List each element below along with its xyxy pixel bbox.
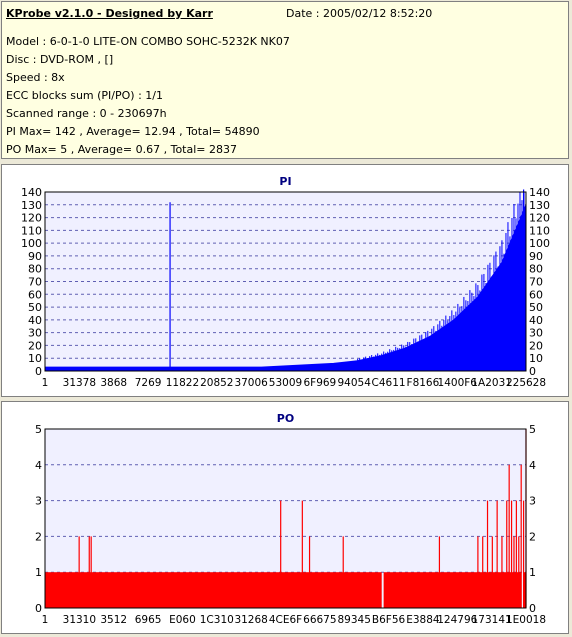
po-ytick-left: 2 — [35, 530, 42, 543]
po-baseline-segment — [45, 572, 382, 608]
pi-ytick-right: 60 — [529, 288, 543, 301]
pi-xtick-label: 1 — [42, 377, 49, 389]
po-baseline-segment — [383, 572, 522, 608]
po-ytick-left: 0 — [35, 602, 42, 615]
pi-xtick-label: 94054 — [338, 377, 372, 389]
pi-ytick-right: 120 — [529, 212, 550, 225]
po-xtick-label: 31268 — [234, 614, 267, 626]
pi-ytick-left: 40 — [28, 314, 42, 327]
pi-ytick-left: 10 — [28, 352, 42, 365]
po-xtick-label: 173141 — [472, 614, 512, 626]
pi-ytick-left: 30 — [28, 327, 42, 340]
po-xtick-label: 1C310 — [200, 614, 234, 626]
pi-ytick-left: 0 — [35, 365, 42, 378]
pi-xtick-label: C4611 — [372, 377, 406, 389]
drive-model: Model : 6-0-1-0 LITE-ON COMBO SOHC-5232K… — [6, 35, 290, 48]
po-plot-border — [44, 428, 527, 609]
info-panel: KProbe v2.1.0 - Designed by Karr Date : … — [1, 1, 569, 159]
pi-ytick-right: 50 — [529, 301, 543, 314]
disc-type: Disc : DVD-ROM , [] — [6, 53, 114, 66]
po-xtick-label: 31310 — [63, 614, 96, 626]
pi-ytick-left: 60 — [28, 288, 42, 301]
po-ytick-left: 3 — [35, 495, 42, 508]
scanned-range: Scanned range : 0 - 230697h — [6, 107, 167, 120]
pi-ytick-right: 130 — [529, 199, 550, 212]
pi-ytick-right: 70 — [529, 276, 543, 289]
scan-date: Date : 2005/02/12 8:52:20 — [286, 7, 433, 20]
po-chart-title: PO — [277, 412, 294, 425]
po-ytick-left: 4 — [35, 459, 42, 472]
pi-ytick-left: 20 — [28, 339, 42, 352]
pi-ytick-right: 140 — [529, 186, 550, 199]
pi-xtick-label: 1400F6 — [438, 377, 478, 389]
po-chart-panel: PO 0 0 1 1 2 2 3 3 4 4 5 5 1 31310 3512 6965 E060 1C310 312… — [1, 401, 569, 634]
pi-stats: PI Max= 142 , Average= 12.94 , Total= 54… — [6, 125, 260, 138]
po-ytick-right: 1 — [529, 566, 536, 579]
po-xtick-label: E060 — [169, 614, 196, 626]
pi-ytick-right: 20 — [529, 339, 543, 352]
pi-plot-border — [44, 191, 527, 372]
po-xtick-label: B6F56 — [372, 614, 406, 626]
ecc-blocks: ECC blocks sum (PI/PO) : 1/1 — [6, 89, 163, 102]
pi-xtick-label: 7269 — [135, 377, 162, 389]
pi-xtick-label: 31378 — [63, 377, 96, 389]
po-ytick-right: 4 — [529, 459, 536, 472]
po-xtick-label: 3512 — [100, 614, 127, 626]
pi-ytick-left: 80 — [28, 263, 42, 276]
po-xtick-label: 4CE6F — [269, 614, 302, 626]
pi-xtick-label: 37006 — [234, 377, 268, 389]
pi-xtick-label: 225628 — [506, 377, 546, 389]
pi-xtick-label: 53009 — [269, 377, 302, 389]
po-ytick-right: 2 — [529, 530, 536, 543]
pi-ytick-left: 130 — [21, 199, 42, 212]
pi-ytick-right: 100 — [529, 237, 550, 250]
pi-chart-panel: PI 0 0 10 10 20 20 30 30 40 40 50 50 60 60 70 70 80 80 90 90… — [1, 164, 569, 397]
po-stats: PO Max= 5 , Average= 0.67 , Total= 2837 — [6, 143, 237, 156]
pi-ytick-left: 140 — [21, 186, 42, 199]
pi-ytick-right: 10 — [529, 352, 543, 365]
pi-xtick-label: 20852 — [200, 377, 233, 389]
po-baseline-segment — [523, 572, 526, 608]
pi-xtick-label: 1A2031 — [471, 377, 512, 389]
pi-chart-title: PI — [279, 175, 291, 188]
po-ytick-left: 5 — [35, 423, 42, 436]
pi-ytick-left: 120 — [21, 212, 42, 225]
po-xtick-label: E3884 — [406, 614, 440, 626]
po-chart: PO0 01 12 23 34 45 51 31310 3512 6965 E060 1C310 312… — [35, 412, 546, 626]
pi-ytick-left: 110 — [21, 224, 42, 237]
po-xtick-label: 1E0018 — [506, 614, 546, 626]
pi-ytick-left: 50 — [28, 301, 42, 314]
po-ytick-right: 3 — [529, 495, 536, 508]
pi-ytick-right: 0 — [529, 365, 536, 378]
pi-ytick-right: 30 — [529, 327, 543, 340]
pi-ytick-right: 40 — [529, 314, 543, 327]
pi-ytick-right: 80 — [529, 263, 543, 276]
po-xtick-label: 1 — [42, 614, 49, 626]
po-ytick-left: 1 — [35, 566, 42, 579]
pi-ytick-left: 100 — [21, 237, 42, 250]
po-xtick-label: 6965 — [135, 614, 162, 626]
pi-xtick-label: F8166 — [407, 377, 440, 389]
pi-xtick-label: 11822 — [166, 377, 199, 389]
pi-ytick-right: 90 — [529, 250, 543, 263]
pi-ytick-left: 70 — [28, 276, 42, 289]
pi-ytick-right: 110 — [529, 224, 550, 237]
po-xtick-label: 124796 — [437, 614, 477, 626]
po-ytick-right: 5 — [529, 423, 536, 436]
pi-ytick-left: 90 — [28, 250, 42, 263]
app-title: KProbe v2.1.0 - Designed by Karr — [6, 7, 213, 20]
pi-xtick-label: 6F969 — [303, 377, 336, 389]
po-xtick-label: 66675 — [303, 614, 336, 626]
po-xtick-label: 89345 — [338, 614, 371, 626]
read-speed: Speed : 8x — [6, 71, 65, 84]
pi-xtick-label: 3868 — [100, 377, 127, 389]
po-ytick-right: 0 — [529, 602, 536, 615]
